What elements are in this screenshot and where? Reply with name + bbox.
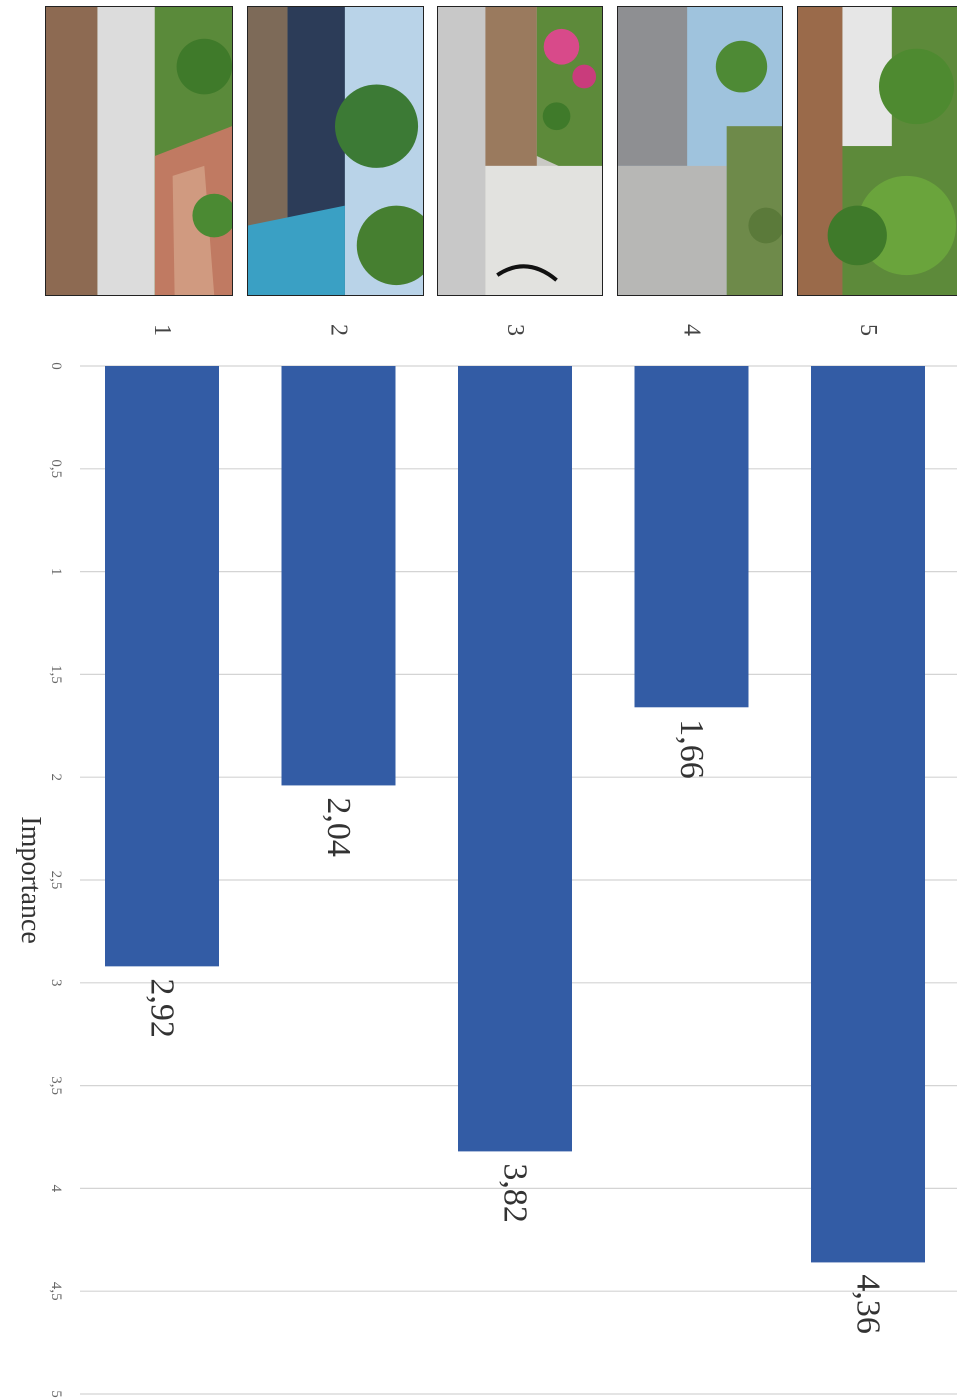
tick-label: 4,5 <box>48 1282 64 1301</box>
tick-label: 1,5 <box>48 665 64 684</box>
tick-label: 3 <box>48 979 64 987</box>
tick-label: 3,5 <box>48 1076 64 1095</box>
value-label: 1,66 <box>673 719 710 779</box>
value-labels: 2,92 2,04 3,82 1,66 4,36 <box>144 719 887 1334</box>
bar <box>458 366 572 1152</box>
tick-label: 2,5 <box>48 871 64 890</box>
value-label: 3,82 <box>497 1163 534 1223</box>
x-axis-label: Importance <box>15 816 46 944</box>
category-label: 1 <box>149 324 175 336</box>
value-label: 2,92 <box>144 978 181 1038</box>
category-labels: 1 2 3 4 5 <box>149 324 881 336</box>
photo-4 <box>617 6 783 296</box>
photo-5 <box>797 6 957 296</box>
value-label: 4,36 <box>850 1274 887 1334</box>
tick-label: 0 <box>48 362 64 370</box>
bar <box>281 366 396 786</box>
bar <box>105 366 219 967</box>
category-label: 3 <box>502 324 528 336</box>
photo-3 <box>437 6 603 296</box>
tick-label: 2 <box>48 773 64 781</box>
category-label: 4 <box>679 324 705 336</box>
category-label: 5 <box>855 324 881 336</box>
value-label: 2,04 <box>320 797 357 857</box>
tick-label: 5 <box>48 1390 64 1398</box>
photo-1 <box>45 6 233 296</box>
tick-label: 1 <box>48 568 64 576</box>
tick-label: 0,5 <box>48 459 64 478</box>
tick-label: 4 <box>48 1185 64 1193</box>
bar <box>811 366 925 1263</box>
photo-2 <box>247 6 424 296</box>
bars <box>105 366 925 1263</box>
bar <box>634 366 749 708</box>
category-label: 2 <box>326 324 352 336</box>
tick-labels: 0 0,5 1 1,5 2 2,5 3 3,5 4 4,5 5 <box>48 362 64 1398</box>
